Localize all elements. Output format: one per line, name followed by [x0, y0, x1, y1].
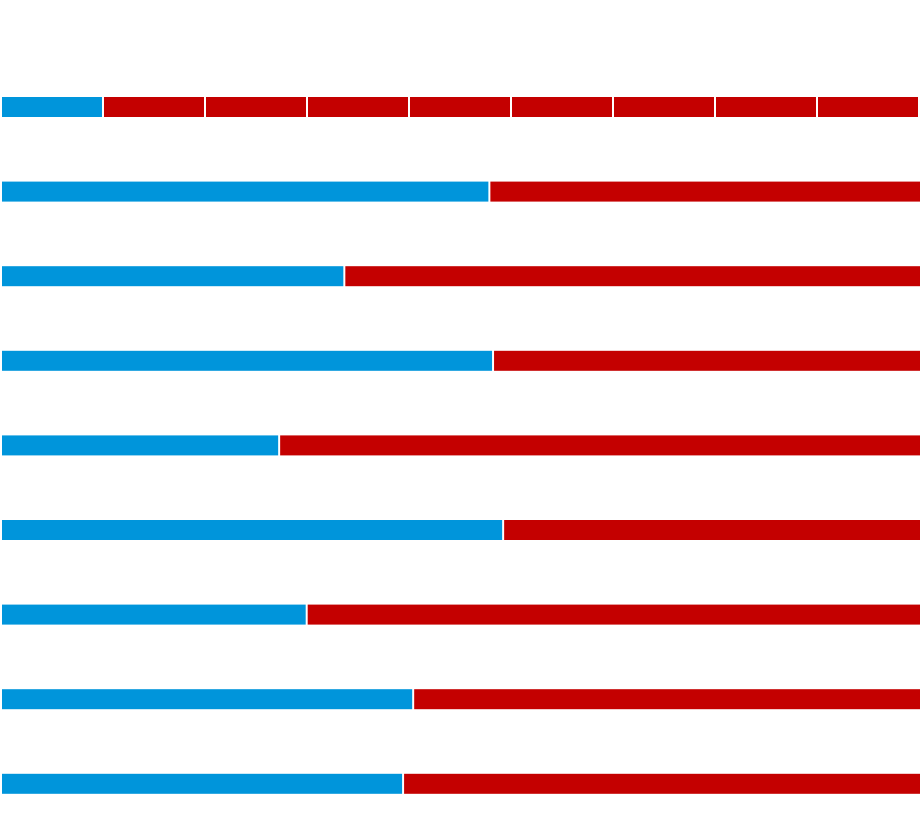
- unit-segment: [716, 97, 816, 117]
- bar-segment: [2, 435, 279, 456]
- unit-segment: [206, 97, 306, 117]
- bar-segment: [2, 689, 413, 710]
- unit-segment: [104, 97, 204, 117]
- unit-segment: [308, 97, 408, 117]
- bar-segment: [2, 350, 493, 371]
- bar-segment: [307, 604, 920, 625]
- unit-segment: [614, 97, 714, 117]
- bar-segment: [2, 773, 403, 794]
- bar-segment: [280, 435, 920, 456]
- bar-segment: [404, 773, 920, 794]
- bar-segment: [2, 604, 306, 625]
- bar-segment: [2, 266, 344, 287]
- bar-segment: [414, 689, 920, 710]
- unit-segment: [410, 97, 510, 117]
- unit-segment: [818, 97, 918, 117]
- bar-segment: [494, 350, 920, 371]
- bar-segment: [490, 181, 920, 202]
- bar-segment: [2, 181, 489, 202]
- bar-segment: [345, 266, 920, 287]
- unit-segment: [512, 97, 612, 117]
- bar-segment: [504, 520, 920, 540]
- unit-segment: [2, 97, 102, 117]
- bar-segment: [2, 520, 503, 540]
